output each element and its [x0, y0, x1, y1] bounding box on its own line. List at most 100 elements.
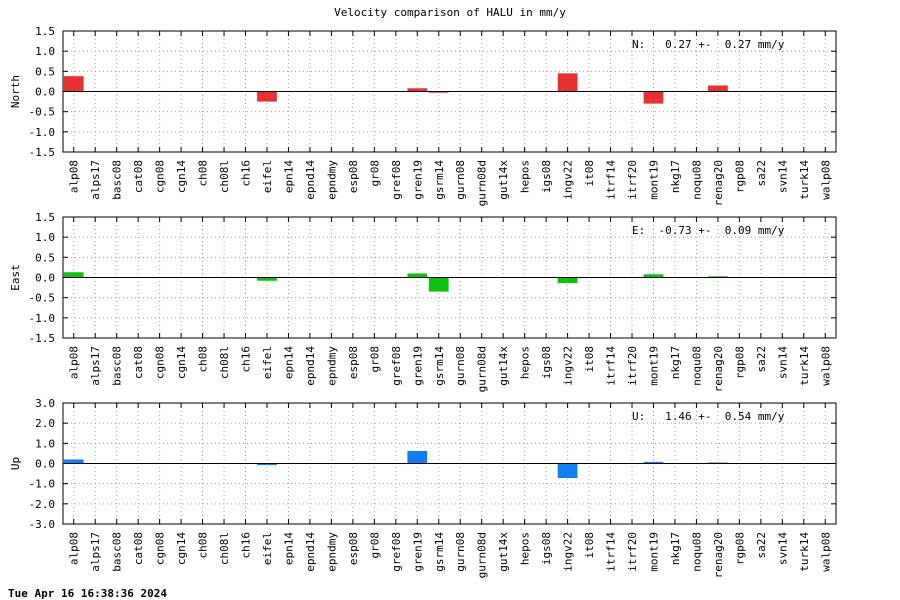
- x-tick-label: ingv22: [562, 160, 575, 200]
- bar-ingv22: [557, 277, 578, 284]
- x-tick-label: igs08: [540, 532, 553, 565]
- bar-alp08: [63, 459, 84, 464]
- x-tick-label: itrf20: [626, 532, 639, 572]
- x-tick-label: basc08: [111, 160, 124, 200]
- y-tick-label: 1.0: [35, 45, 55, 58]
- y-axis-label: Up: [9, 457, 22, 470]
- plot-frame: [62, 30, 837, 153]
- x-tick-label: alp08: [68, 160, 81, 193]
- x-tick-label: epnd14: [304, 160, 317, 200]
- x-tick-label: esp08: [347, 346, 360, 379]
- x-tick-label: nkg17: [669, 160, 682, 193]
- y-tick-label: -2.0: [29, 498, 56, 511]
- bar-gren19: [407, 88, 428, 92]
- y-axis-label: East: [9, 264, 22, 291]
- x-tick-label: ch16: [240, 346, 253, 373]
- x-tick-label: rgp08: [733, 532, 746, 565]
- x-tick-label: sa22: [755, 532, 768, 559]
- bar-alp08: [63, 76, 84, 92]
- x-tick-label: turk14: [798, 532, 811, 572]
- y-tick-label: -1.0: [29, 312, 56, 325]
- bar-eifel: [257, 463, 277, 466]
- bar-eifel: [257, 91, 277, 102]
- panel-up: 3.0 2.0 1.0 0.0 -1.0 -2.0 -3.0 alp08 alps17 basc0…: [9, 397, 837, 578]
- x-tick-label: ch16: [240, 532, 253, 559]
- x-tick-label: it08: [583, 160, 596, 187]
- x-tick-label: epnd14: [304, 532, 317, 572]
- x-tick-label: cat08: [132, 346, 145, 379]
- x-tick-label: gr08: [368, 532, 381, 559]
- x-tick-label: epn14: [282, 346, 295, 379]
- y-tick-label: 0.5: [35, 65, 55, 78]
- y-axis-label: North: [9, 75, 22, 108]
- y-tick-label: -3.0: [29, 518, 56, 531]
- x-tick-label: gr08: [368, 346, 381, 373]
- x-tick-label: nkg17: [669, 346, 682, 379]
- y-tick-label: 1.5: [35, 25, 55, 38]
- velocity-annotation: E: -0.73 +- 0.09 mm/y: [632, 224, 785, 237]
- x-tick-label: turk14: [798, 346, 811, 386]
- bar-gsrm14: [428, 277, 449, 292]
- x-tick-label: gurn08: [454, 160, 467, 200]
- x-tick-label: svn14: [776, 346, 789, 379]
- x-tick-label: mont19: [647, 532, 660, 572]
- bar-mont19: [643, 461, 664, 464]
- x-tick-label: walp08: [819, 160, 832, 200]
- x-tick-label: walp08: [819, 346, 832, 386]
- x-tick-label: epndmy: [325, 160, 338, 200]
- x-tick-label: gren19: [411, 346, 424, 386]
- x-tick-label: alp08: [68, 532, 81, 565]
- x-tick-label: gsrm14: [433, 532, 446, 572]
- x-tick-label: renag20: [712, 346, 725, 392]
- chart-title: Velocity comparison of HALU in mm/y: [334, 6, 566, 19]
- y-tick-label: -1.0: [29, 478, 56, 491]
- bar-alp08: [63, 272, 84, 278]
- y-tick-label: -1.0: [29, 126, 56, 139]
- plot-frame: [62, 216, 837, 339]
- velocity-annotation: N: 0.27 +- 0.27 mm/y: [632, 38, 785, 51]
- x-tick-label: mont19: [647, 346, 660, 386]
- x-tick-label: mont19: [647, 160, 660, 200]
- x-tick-label: esp08: [347, 160, 360, 193]
- bar-renag20: [708, 462, 728, 464]
- x-tick-label: cgn14: [175, 160, 188, 193]
- x-tick-label: itrf14: [605, 532, 618, 572]
- x-tick-label: alp08: [68, 346, 81, 379]
- velocity-annotation: U: 1.46 +- 0.54 mm/y: [632, 410, 785, 423]
- x-tick-label: eifel: [261, 160, 274, 193]
- x-tick-label: eifel: [261, 532, 274, 565]
- x-tick-label: ch08l: [218, 532, 231, 565]
- panel-east: 1.5 1.0 0.5 0.0 -0.5 -1.0 -1.5 alp08 alps17 basc0…: [9, 211, 837, 392]
- y-tick-label: 2.0: [35, 417, 55, 430]
- x-tick-label: renag20: [712, 532, 725, 578]
- timestamp: Tue Apr 16 16:38:36 2024: [8, 587, 167, 600]
- x-tick-label: basc08: [111, 346, 124, 386]
- x-tick-label: sa22: [755, 160, 768, 187]
- x-tick-label: noqu08: [690, 346, 703, 386]
- bar-gren19: [407, 450, 428, 464]
- x-tick-label: epndmy: [325, 346, 338, 386]
- x-tick-label: noqu08: [690, 532, 703, 572]
- x-tick-label: esp08: [347, 532, 360, 565]
- x-tick-label: gut14x: [497, 160, 510, 200]
- x-tick-label: turk14: [798, 160, 811, 200]
- y-tick-label: 0.0: [35, 458, 55, 471]
- x-tick-label: svn14: [776, 160, 789, 193]
- x-tick-label: epn14: [282, 532, 295, 565]
- bar-eifel: [257, 277, 277, 281]
- x-tick-label: gut14x: [497, 346, 510, 386]
- x-tick-label: rgp08: [733, 160, 746, 193]
- bar-gren19: [407, 273, 428, 278]
- y-tick-label: -0.5: [29, 106, 56, 119]
- x-tick-label: cgn08: [154, 160, 167, 193]
- x-tick-label: rgp08: [733, 346, 746, 379]
- panel-north: 1.5 1.0 0.5 0.0 -0.5 -1.0 -1.5 alp08 alps17 basc0…: [9, 25, 837, 206]
- x-tick-label: basc08: [111, 532, 124, 572]
- x-tick-label: alps17: [89, 346, 102, 386]
- x-tick-label: ch08l: [218, 160, 231, 193]
- x-tick-label: gref08: [390, 346, 403, 386]
- x-tick-label: epndmy: [325, 532, 338, 572]
- x-tick-label: ch08: [197, 160, 210, 187]
- x-tick-label: hepos: [519, 160, 532, 193]
